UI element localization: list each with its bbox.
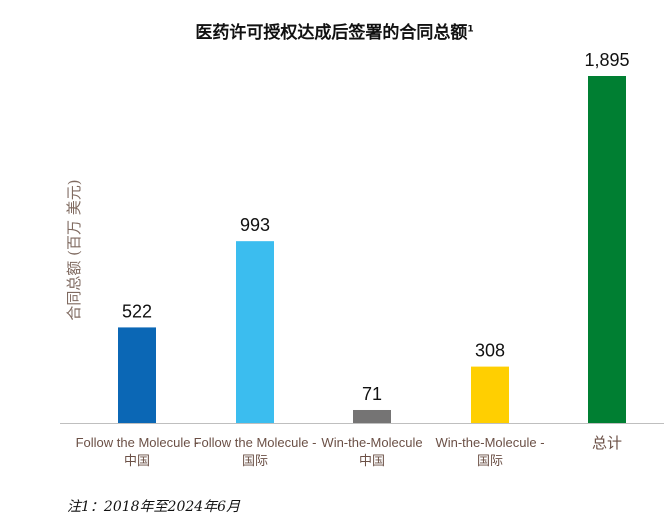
data-label: 308 — [475, 341, 505, 361]
footnote: 注1：2018年至2024年6月 — [67, 499, 241, 515]
x-tick-label: 中国 — [124, 453, 150, 468]
x-tick-label: 总计 — [592, 435, 622, 452]
x-tick-label: Win-the-Molecule - — [435, 435, 544, 450]
y-axis-label: 合同总额 (百万 美元) — [65, 179, 83, 320]
chart-title-text: 医药许可授权达成后签署的合同总额 — [195, 23, 468, 43]
data-label: 71 — [362, 384, 382, 404]
bar — [471, 366, 509, 423]
bar — [353, 409, 391, 423]
chart-title: 医药许可授权达成后签署的合同总额1 — [0, 18, 669, 43]
data-label: 1,895 — [584, 50, 629, 70]
bar — [236, 241, 274, 423]
data-label: 522 — [122, 301, 152, 321]
x-tick-label: 中国 — [359, 453, 385, 468]
data-label: 993 — [240, 215, 270, 235]
title-footnote-marker: 1 — [467, 24, 474, 35]
bar — [588, 76, 626, 423]
x-tick-label: Follow the Molecule - — [194, 435, 317, 450]
x-tick-label: 国际 — [242, 453, 268, 468]
x-tick-label: 国际 — [477, 453, 503, 468]
bar — [118, 327, 156, 423]
x-tick-label: Follow the Molecule - — [76, 435, 199, 450]
x-tick-label: Win-the-Molecule — [321, 435, 422, 450]
